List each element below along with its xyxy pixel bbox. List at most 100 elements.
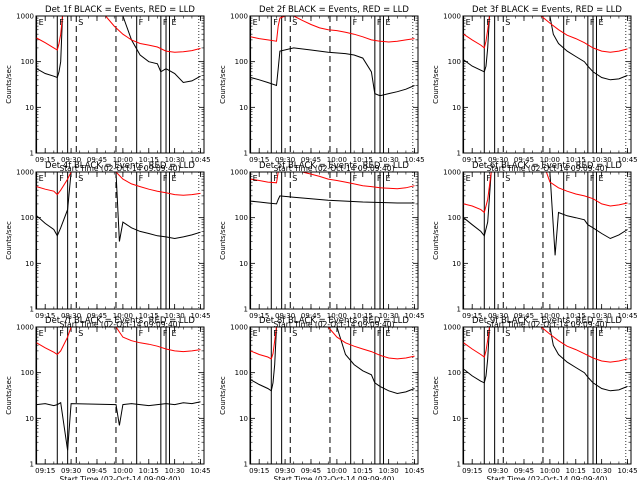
x-tick-label: 10:15 [566, 467, 586, 475]
x-tick-label: 09:15 [249, 467, 269, 475]
events-series-line [463, 327, 628, 392]
y-tick-label: 100 [21, 214, 34, 222]
x-tick-label: 09:15 [249, 156, 269, 164]
y-tick-label: 100 [448, 58, 461, 66]
lld-series-line [463, 16, 628, 53]
lld-series-line [463, 327, 628, 363]
y-tick-label: 10 [452, 104, 461, 112]
x-tick-label: 10:30 [379, 467, 399, 475]
y-tick-label: 100 [21, 369, 34, 377]
x-tick-label: 09:15 [35, 312, 55, 320]
detector-panel-3: Det 3f BLACK = Events, RED = LLD Counts/s… [432, 5, 638, 173]
event-marker-label: S [292, 329, 297, 338]
x-axis-label: Start Time (02-Oct-14 09:09:40) [273, 475, 394, 480]
panel-title: Det 4f BLACK = Events, RED = LLD [45, 161, 195, 171]
event-marker-label: F [486, 174, 491, 183]
x-tick-label: 10:30 [379, 156, 399, 164]
x-tick-label: 09:45 [87, 312, 107, 320]
y-tick-label: 1000 [443, 13, 461, 21]
event-marker-label: E [171, 174, 176, 183]
y-tick-label: 10 [239, 104, 248, 112]
event-marker-label: F [566, 174, 571, 183]
y-tick-label: 1000 [16, 13, 34, 21]
y-axis-label: Counts/sec [219, 65, 227, 104]
event-marker-label: E [253, 174, 258, 183]
x-tick-label: 10:00 [327, 156, 347, 164]
x-tick-label: 09:15 [462, 467, 482, 475]
event-marker-label: F [377, 18, 382, 27]
panel-title: Det 8f BLACK = Events, RED = LLD [259, 316, 409, 326]
event-marker-label: E [171, 18, 176, 27]
event-marker-label: S [78, 329, 83, 338]
event-marker-label: F [377, 329, 382, 338]
y-tick-label: 100 [448, 214, 461, 222]
x-tick-label: 10:00 [113, 312, 133, 320]
lld-series-line [36, 16, 201, 53]
detector-panel-6: Det 6f BLACK = Events, RED = LLD Counts/s… [432, 161, 638, 329]
x-tick-label: 10:15 [566, 156, 586, 164]
x-tick-label: 10:30 [592, 312, 612, 320]
y-axis-label: Counts/sec [219, 376, 227, 415]
y-tick-label: 10 [25, 104, 34, 112]
x-tick-label: 09:45 [301, 156, 321, 164]
y-axis-label: Counts/sec [5, 376, 13, 415]
y-tick-label: 1 [244, 461, 248, 469]
event-marker-label: F [353, 174, 358, 183]
panel-title: Det 5f BLACK = Events, RED = LLD [259, 161, 409, 171]
x-tick-label: 09:15 [35, 467, 55, 475]
x-tick-label: 10:15 [353, 312, 373, 320]
event-marker-label: F [163, 329, 168, 338]
lld-series-line [36, 172, 201, 196]
y-tick-label: 10 [239, 415, 248, 423]
events-series-line [250, 327, 415, 395]
x-tick-label: 10:15 [139, 156, 159, 164]
event-marker-label: E [39, 18, 44, 27]
x-tick-label: 09:30 [61, 156, 81, 164]
event-marker-label: F [139, 18, 144, 27]
x-axis-label: Start Time (02-Oct-14 09:09:40) [59, 475, 180, 480]
event-marker-label: F [59, 329, 64, 338]
x-tick-label: 09:30 [275, 312, 295, 320]
lld-series-line [463, 172, 628, 214]
x-axis-label: Start Time (02-Oct-14 09:09:40) [59, 164, 180, 173]
event-marker-label: F [377, 174, 382, 183]
events-series-line [250, 195, 415, 205]
panel-title: Det 1f BLACK = Events, RED = LLD [45, 5, 195, 15]
x-tick-label: 10:45 [190, 467, 210, 475]
y-tick-label: 10 [452, 260, 461, 268]
x-tick-label: 10:30 [592, 156, 612, 164]
x-tick-label: 10:15 [139, 312, 159, 320]
event-marker-label: E [253, 18, 258, 27]
x-tick-label: 09:45 [514, 156, 534, 164]
plot-frame [35, 326, 205, 465]
x-axis-label: Start Time (02-Oct-14 09:09:40) [273, 320, 394, 329]
detector-panel-9: Det 9f BLACK = Events, RED = LLD Counts/s… [432, 316, 638, 480]
event-marker-label: F [590, 329, 595, 338]
event-marker-label: E [598, 18, 603, 27]
lld-series-line [250, 327, 415, 360]
lld-series-line [250, 16, 415, 43]
detector-panel-8: Det 8f BLACK = Events, RED = LLD Counts/s… [219, 316, 425, 480]
y-tick-label: 1000 [443, 169, 461, 177]
x-tick-label: 10:00 [113, 467, 133, 475]
y-axis-label: Counts/sec [5, 65, 13, 104]
event-marker-label: E [466, 18, 471, 27]
detector-panel-7: Det 7f BLACK = Events, RED = LLD Counts/s… [5, 316, 211, 480]
x-tick-label: 10:45 [404, 312, 424, 320]
x-tick-label: 09:15 [35, 156, 55, 164]
x-tick-label: 10:45 [404, 156, 424, 164]
event-marker-label: F [273, 174, 278, 183]
x-tick-label: 09:30 [488, 156, 508, 164]
x-tick-label: 09:30 [275, 467, 295, 475]
x-tick-label: 09:30 [61, 312, 81, 320]
event-marker-label: F [273, 18, 278, 27]
events-series-line [36, 401, 201, 451]
y-tick-label: 100 [235, 369, 248, 377]
event-marker-label: E [171, 329, 176, 338]
lld-series-line [36, 327, 201, 356]
event-marker-label: E [385, 18, 390, 27]
x-tick-label: 09:45 [514, 467, 534, 475]
x-tick-label: 10:45 [617, 312, 637, 320]
